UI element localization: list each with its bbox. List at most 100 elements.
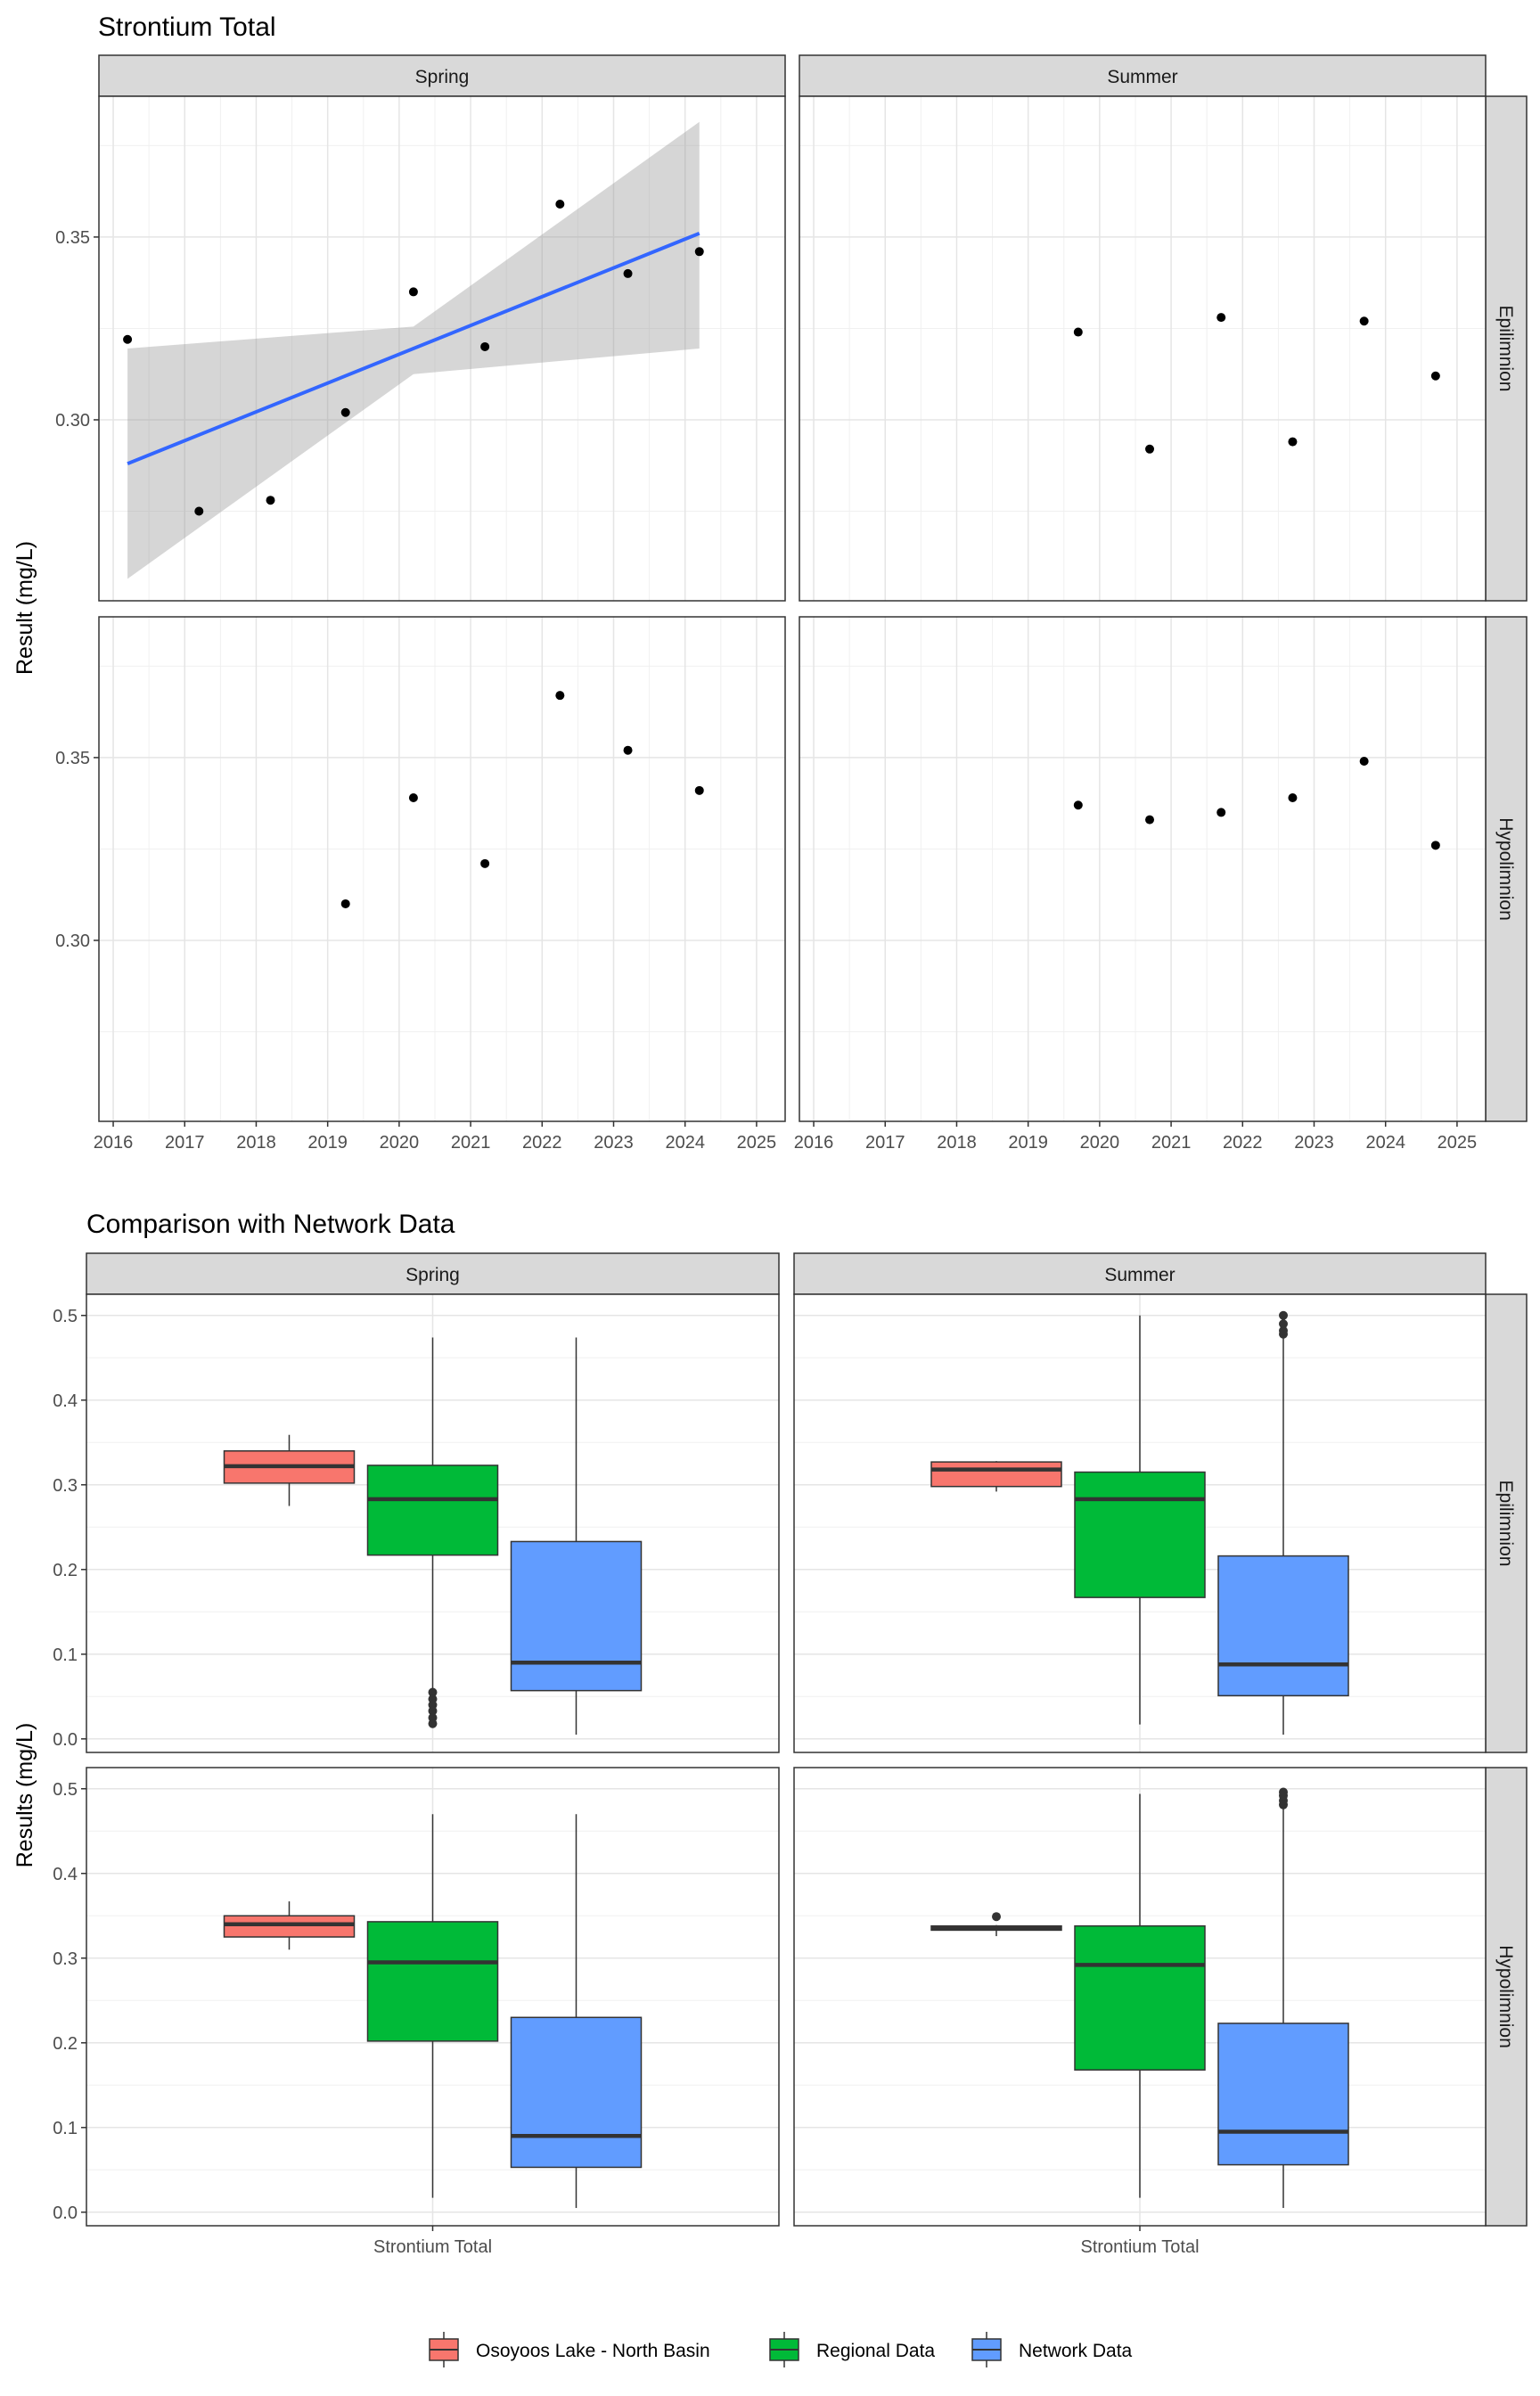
comparison-network-chart: Comparison with Network Data Results (mg… — [12, 1210, 1528, 2257]
data-point — [1145, 444, 1155, 454]
chart2-panel-2 — [86, 1767, 780, 2227]
panel-border — [86, 1293, 780, 1753]
chart1-strip-label-1: Summer — [1107, 67, 1177, 87]
x-tick-label: 2022 — [1223, 1133, 1263, 1153]
y-tick-label: 0.35 — [55, 228, 90, 248]
x-tick-label: 2016 — [794, 1133, 834, 1153]
box-body — [930, 1461, 1062, 1488]
x-tick-label: 2020 — [1080, 1133, 1120, 1153]
y-tick-label: 0.3 — [53, 1949, 78, 1969]
box-body — [366, 1921, 499, 2042]
chart1-strip-label-0: Spring — [415, 67, 470, 87]
x-tick-label: 2025 — [737, 1133, 777, 1153]
box-body — [1074, 1924, 1206, 2071]
y-tick-label: 0.2 — [53, 2034, 78, 2054]
data-point — [408, 287, 418, 297]
box-body — [510, 2016, 643, 2169]
chart2-strip-label-0: Spring — [405, 1265, 460, 1285]
outlier-point — [428, 1687, 438, 1697]
chart1-panel-0 — [98, 95, 786, 602]
box-body — [1217, 1555, 1349, 1697]
y-tick-label: 0.1 — [53, 2119, 78, 2138]
data-point — [340, 407, 350, 417]
data-point — [1288, 437, 1298, 447]
chart1-row-strip-label-0: Epilimnion — [1495, 306, 1516, 392]
data-point — [694, 247, 704, 257]
chart2-strip-1 — [793, 1252, 1487, 1295]
panel-background — [799, 617, 1486, 1121]
y-tick-label: 0.4 — [53, 1391, 78, 1411]
box-body — [1217, 2023, 1349, 2166]
data-point — [555, 691, 565, 701]
y-tick-label: 0.5 — [53, 1307, 78, 1326]
box-regional-data — [366, 1337, 499, 1728]
panel-background — [99, 617, 785, 1121]
box-regional-data — [366, 1814, 499, 2198]
trend-line — [127, 231, 700, 466]
legend: Osoyoos Lake - North Basin Regional Data N… — [429, 2332, 1133, 2367]
chart2-row-strip-label-1: Hypolimnion — [1495, 1945, 1516, 2048]
box-osoyoos-lake-north-basin — [930, 1912, 1062, 1937]
y-tick-label: 0.4 — [53, 1865, 78, 1884]
panel-border — [799, 95, 1487, 602]
outlier-point — [1279, 1787, 1288, 1797]
y-tick-label: 0.1 — [53, 1645, 78, 1665]
data-point — [623, 268, 633, 278]
x-tick-label: 2017 — [865, 1133, 905, 1153]
y-tick-label: 0.2 — [53, 1561, 78, 1580]
data-point — [1216, 808, 1226, 817]
chart1-panel-1 — [799, 95, 1487, 602]
box-regional-data — [1074, 1315, 1206, 1725]
y-tick-label: 0.35 — [55, 749, 90, 768]
chart2-panel-0 — [86, 1293, 780, 1753]
outlier-point — [428, 1706, 438, 1716]
data-point — [194, 506, 204, 516]
chart2-title: Comparison with Network Data — [86, 1210, 455, 1239]
legend-label: Regional Data — [816, 2341, 935, 2361]
chart2-row-strip-label-0: Epilimnion — [1495, 1481, 1516, 1567]
x-tick-label: 2017 — [165, 1133, 205, 1153]
x-tick-label: 2023 — [1294, 1133, 1334, 1153]
data-point — [623, 745, 633, 755]
chart2-panel-1 — [793, 1293, 1487, 1753]
box-body — [1074, 1471, 1206, 1598]
data-point — [1359, 316, 1369, 326]
box-osoyoos-lake-north-basin — [223, 1434, 356, 1506]
strontium-total-chart: Strontium Total Result (mg/L) Spring Summ… — [12, 12, 1528, 1153]
y-tick-label: 0.30 — [55, 411, 90, 431]
x-tick-label: 2024 — [1365, 1133, 1405, 1153]
x-tick-label: Strontium Total — [1080, 2237, 1199, 2257]
data-point — [694, 785, 704, 795]
outlier-point — [1279, 1325, 1288, 1335]
panel-border — [98, 95, 786, 602]
data-point — [1073, 327, 1083, 337]
panel-border — [793, 1293, 1487, 1753]
chart2-strip-label-1: Summer — [1104, 1265, 1175, 1285]
panel-background — [799, 96, 1486, 601]
outlier-point — [1279, 1310, 1288, 1320]
x-tick-label: Strontium Total — [373, 2237, 492, 2257]
x-tick-label: 2016 — [94, 1133, 134, 1153]
box-body — [223, 1915, 356, 1938]
chart1-ylabel: Result (mg/L) — [12, 541, 37, 675]
data-point — [408, 793, 418, 803]
data-point — [1430, 371, 1440, 381]
x-tick-label: 2019 — [307, 1133, 348, 1153]
chart1-row-strip-label-1: Hypolimnion — [1495, 817, 1516, 921]
chart2-panel-3 — [793, 1767, 1487, 2227]
data-point — [480, 858, 490, 868]
box-body — [366, 1465, 499, 1556]
y-tick-label: 0.5 — [53, 1780, 78, 1800]
chart1-title: Strontium Total — [98, 12, 276, 42]
chart1-strip-0 — [98, 54, 786, 97]
panel-border — [799, 616, 1487, 1122]
data-point — [123, 334, 133, 344]
chart1-row-strip-0 — [1485, 95, 1528, 602]
x-tick-label: 2024 — [665, 1133, 705, 1153]
box-network-data — [510, 1337, 643, 1735]
outlier-point — [428, 1719, 438, 1728]
y-tick-label: 0.30 — [55, 931, 90, 951]
chart2-row-strip-0 — [1485, 1293, 1528, 1753]
legend-item-0: Osoyoos Lake - North Basin — [429, 2332, 710, 2367]
